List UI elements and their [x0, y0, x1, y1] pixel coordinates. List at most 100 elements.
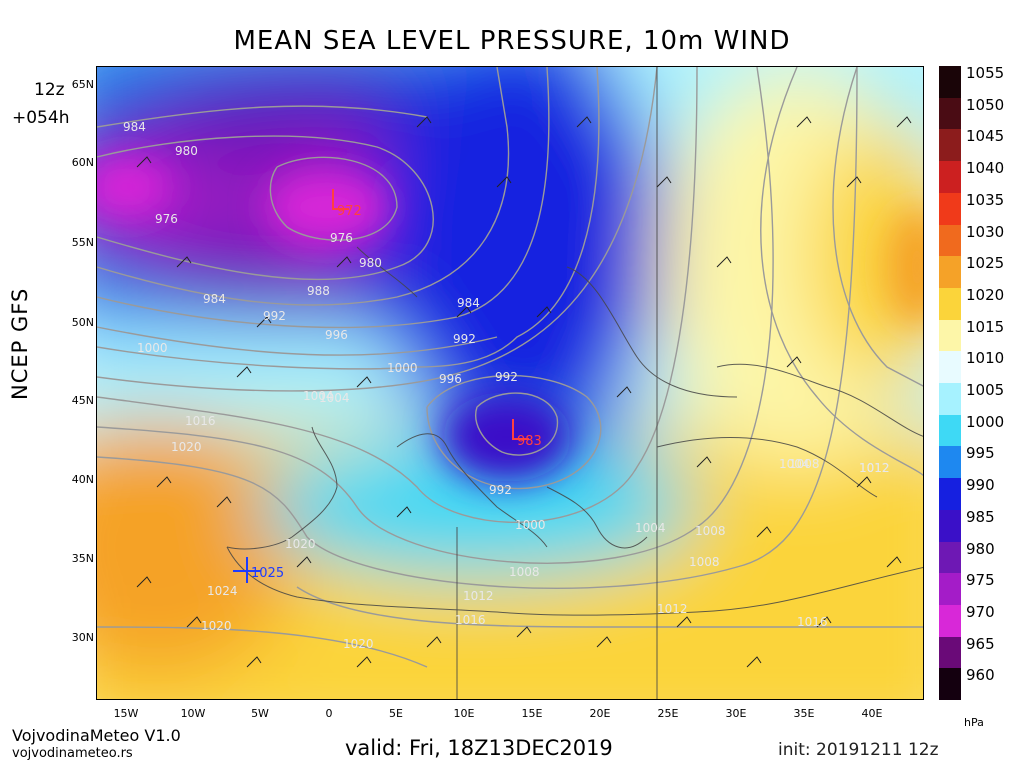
color-scale-swatch	[939, 573, 961, 606]
isobar-label: 1008	[695, 524, 726, 538]
isobar-labels: 984 980 976 976 980 984 988 984 992 996 992 1000 100…	[123, 120, 890, 651]
pressure-centers: 972 983 1025	[233, 189, 542, 583]
color-scale-label: 975	[966, 571, 995, 590]
color-scale-swatch	[939, 604, 961, 638]
isobar-label: 992	[495, 370, 518, 384]
lat-label: 40N	[71, 473, 94, 486]
isobar-label: 1016	[455, 613, 486, 627]
color-scale-label: 1050	[966, 95, 1005, 114]
isobar-label: 1000	[387, 361, 418, 375]
coastlines	[226, 67, 923, 699]
isobars	[97, 67, 923, 668]
lat-label: 30N	[71, 631, 94, 644]
isobar-label: 980	[359, 256, 382, 270]
color-scale-swatch	[939, 66, 961, 99]
color-scale-label: 1035	[966, 190, 1005, 209]
color-scale-swatch	[939, 668, 961, 701]
lon-label: 25E	[657, 707, 679, 720]
isobar-label: 984	[123, 120, 146, 134]
center-value: 972	[337, 204, 362, 219]
color-scale-label: 960	[966, 666, 995, 685]
lon-label: 5W	[251, 707, 269, 720]
lon-label: 10W	[180, 707, 206, 720]
model-name: NCEP GFS	[8, 287, 32, 400]
lat-label: 65N	[71, 78, 94, 91]
color-scale-swatch	[939, 256, 961, 289]
color-scale-swatch	[939, 351, 961, 384]
isobar-label: 976	[330, 231, 353, 245]
isobar-label: 996	[439, 372, 462, 386]
color-scale-swatch	[939, 97, 961, 130]
color-scale-swatch	[939, 287, 961, 321]
isobar-label: 1008	[509, 565, 540, 579]
chart-title: MEAN SEA LEVEL PRESSURE, 10m WIND	[233, 26, 791, 56]
lat-label: 35N	[71, 552, 94, 565]
lon-label: 35E	[793, 707, 815, 720]
isobar-label: 976	[155, 212, 178, 226]
wind-barbs	[136, 116, 912, 668]
isobar-label: 1004	[779, 457, 810, 471]
pressure-map-canvas: 984 980 976 976 980 984 988 984 992 996 992 1000 100…	[97, 67, 923, 699]
isobar-label: 1020	[285, 537, 316, 551]
color-scale-label: 990	[966, 476, 995, 495]
isobar-label: 1020	[201, 619, 232, 633]
color-scale-label: 1020	[966, 285, 1005, 304]
isobar-label: 992	[489, 483, 512, 497]
color-scale-label: 980	[966, 539, 995, 558]
lat-label: 50N	[71, 316, 94, 329]
color-scale-label: 965	[966, 634, 995, 653]
color-scale-label: 1045	[966, 127, 1005, 146]
isobar-label: 1004	[303, 389, 334, 403]
color-scale-swatch	[939, 636, 961, 669]
color-scale-swatch	[939, 414, 961, 447]
isobar-label: 1008	[689, 555, 720, 569]
isobar-label: 992	[453, 332, 476, 346]
color-scale-swatch	[939, 129, 961, 162]
color-scale-label: 1005	[966, 381, 1005, 399]
color-scale-swatch	[939, 319, 961, 352]
lon-label: 5E	[389, 707, 403, 720]
isobar-label: 980	[175, 144, 198, 158]
isobar-label: 1012	[859, 461, 890, 475]
forecast-step: +054h	[12, 108, 70, 128]
low-marker	[512, 419, 529, 440]
color-scale-label: 1010	[966, 349, 1005, 368]
color-scale-swatch	[939, 446, 961, 479]
brand-site: vojvodinameteo.rs	[12, 746, 133, 761]
color-scale-label: 1030	[966, 222, 1005, 241]
center-value: 1025	[251, 566, 284, 581]
lon-label: 15E	[521, 707, 543, 720]
isobar-label: 984	[457, 296, 480, 310]
high-pressure-center: 1025	[233, 557, 284, 583]
color-scale-swatch	[939, 478, 961, 511]
color-scale-label: 970	[966, 602, 995, 621]
lon-label: 0	[325, 707, 333, 720]
isobar-label: 1020	[343, 637, 374, 651]
color-scale-swatch	[939, 161, 961, 194]
run-hour: 12z	[34, 80, 65, 100]
pressure-field	[97, 67, 923, 699]
pressure-map: 984 980 976 976 980 984 988 984 992 996 992 1000 100…	[96, 66, 924, 700]
isobar-label: 1004	[319, 391, 350, 405]
isobar-label: 1020	[171, 440, 202, 454]
isobar-label: 1000	[137, 341, 168, 355]
low-marker	[332, 189, 349, 210]
color-scale-swatch	[939, 192, 961, 225]
color-scale-unit: hPa	[964, 716, 984, 729]
color-scale-swatch	[939, 383, 961, 416]
color-scale-label: 995	[966, 444, 995, 463]
color-scale-swatch	[939, 541, 961, 574]
init-time: init: 20191211 12z	[778, 740, 939, 760]
isobar-label: 1016	[797, 615, 828, 629]
lon-label: 10E	[453, 707, 475, 720]
low-pressure-center: 983	[512, 419, 542, 449]
color-scale-bar	[939, 66, 961, 701]
lon-label: 30E	[725, 707, 747, 720]
color-scale-label: 1055	[966, 64, 1005, 82]
isobar-label: 1024	[207, 584, 238, 598]
color-scale-swatch	[939, 224, 961, 257]
lat-label: 55N	[71, 236, 94, 249]
isobar-label: 984	[203, 292, 226, 306]
color-scale-label: 1025	[966, 254, 1005, 273]
isobar-label: 992	[263, 309, 286, 323]
